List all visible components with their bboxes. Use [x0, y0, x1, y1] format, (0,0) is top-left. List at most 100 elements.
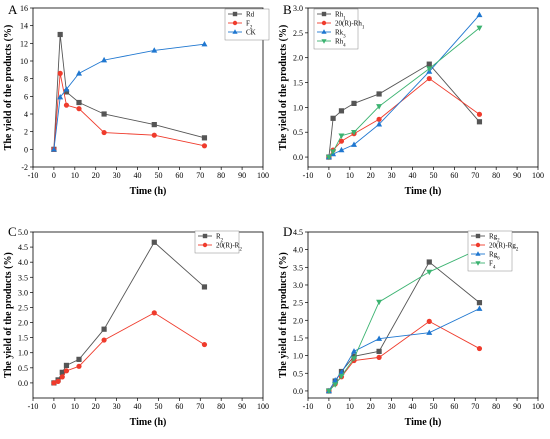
data-point — [476, 119, 483, 125]
x-tick-label: 70 — [471, 402, 479, 411]
y-tick-label: 4.0 — [293, 246, 303, 255]
x-axis-title: Time (h) — [130, 186, 167, 197]
plot-frame — [307, 7, 539, 168]
data-point — [57, 70, 63, 76]
x-tick-label: 50 — [429, 402, 437, 411]
data-point — [476, 111, 483, 117]
panel-label: C — [8, 224, 17, 239]
data-point — [426, 66, 433, 72]
x-axis-title: Time (h) — [130, 417, 167, 428]
data-point — [476, 305, 483, 311]
data-point — [201, 135, 208, 141]
legend-marker — [321, 20, 327, 26]
y-tick-label: 4.5 — [18, 243, 28, 252]
legend-marker — [202, 242, 208, 248]
data-point — [59, 374, 65, 380]
data-point — [351, 100, 357, 106]
y-tick-label: 0.0 — [18, 379, 28, 388]
data-point — [376, 354, 382, 360]
legend-box — [467, 230, 513, 272]
legend-marker — [321, 39, 327, 44]
x-tick-label: 60 — [175, 402, 183, 411]
y-tick-label: 3.0 — [18, 288, 28, 297]
data-point — [376, 335, 383, 341]
data-point — [376, 348, 382, 354]
y-tick-label: 16 — [20, 4, 28, 13]
plot-frame — [32, 7, 264, 168]
x-tick-label: 30 — [388, 171, 396, 180]
x-tick-label: 60 — [175, 171, 183, 180]
x-tick-label: 10 — [346, 402, 354, 411]
y-tick-label: 8 — [24, 75, 28, 84]
x-tick-label: 40 — [134, 402, 142, 411]
panel-b: B -10 0 10 20 30 40 50 60 70 80 90 100 0.0 0.5 1.0 1.5 2.… — [278, 2, 544, 197]
x-tick-label: 90 — [513, 402, 521, 411]
legend-marker — [475, 233, 481, 239]
series-line-20-r-r2 — [53, 312, 205, 384]
data-point — [101, 129, 107, 136]
y-tick-label: 2.0 — [18, 319, 28, 328]
x-tick-label: 100 — [532, 402, 544, 411]
y-tick-label: 2.5 — [293, 299, 303, 308]
data-point — [151, 310, 157, 316]
data-point — [50, 146, 57, 152]
y-axis-title: The yield of the products (%) — [278, 252, 289, 378]
y-tick-label: 4.0 — [18, 258, 28, 267]
series-line-rd — [53, 34, 205, 150]
data-point — [76, 99, 82, 106]
data-point — [338, 133, 345, 139]
data-point — [426, 269, 433, 276]
y-tick-label: 0.0 — [293, 387, 303, 396]
data-point — [376, 121, 383, 127]
data-point — [351, 141, 357, 147]
x-tick-label: 0 — [52, 402, 56, 411]
x-tick-label: 40 — [409, 171, 417, 180]
y-tick-label: 2.0 — [293, 54, 303, 63]
y-tick-label: 1.5 — [293, 79, 303, 88]
panel-label: A — [8, 2, 18, 17]
y-tick-label: 4 — [24, 110, 28, 119]
data-point — [338, 373, 345, 380]
y-tick-label: 1.0 — [18, 349, 28, 358]
series-line-rg2 — [328, 261, 480, 392]
x-tick-label: 50 — [154, 171, 162, 180]
data-point — [426, 259, 432, 265]
panel-label: D — [283, 224, 292, 239]
data-point — [426, 61, 432, 67]
x-tick-label: -10 — [303, 402, 314, 411]
x-tick-label: -10 — [28, 171, 39, 180]
data-point — [63, 368, 70, 374]
plot-frame — [307, 231, 539, 399]
data-point — [57, 94, 64, 100]
data-point — [330, 149, 337, 155]
data-point — [426, 318, 432, 324]
y-tick-label: 0.5 — [293, 128, 303, 137]
legend-marker — [475, 251, 481, 256]
x-tick-label: 10 — [346, 171, 354, 180]
data-point — [101, 111, 107, 117]
x-tick-label: 30 — [113, 402, 121, 411]
y-tick-label: 1.5 — [18, 334, 28, 343]
y-tick-label: 0 — [24, 145, 28, 154]
data-point — [201, 41, 208, 47]
x-tick-label: 70 — [471, 171, 479, 180]
data-point — [351, 356, 357, 362]
legend-label: F4 — [489, 260, 496, 271]
legend-label: Rk3 — [335, 29, 346, 40]
y-tick-label: 2.5 — [18, 303, 28, 312]
data-point — [201, 341, 208, 348]
x-tick-label: 40 — [409, 402, 417, 411]
x-tick-label: 80 — [492, 171, 500, 180]
x-tick-label: 60 — [450, 171, 458, 180]
x-tick-label: 100 — [257, 171, 269, 180]
data-point — [76, 70, 82, 76]
x-tick-label: 30 — [388, 402, 396, 411]
data-point — [151, 239, 157, 245]
data-point — [332, 377, 339, 383]
data-point — [101, 326, 107, 332]
data-point — [338, 108, 345, 114]
